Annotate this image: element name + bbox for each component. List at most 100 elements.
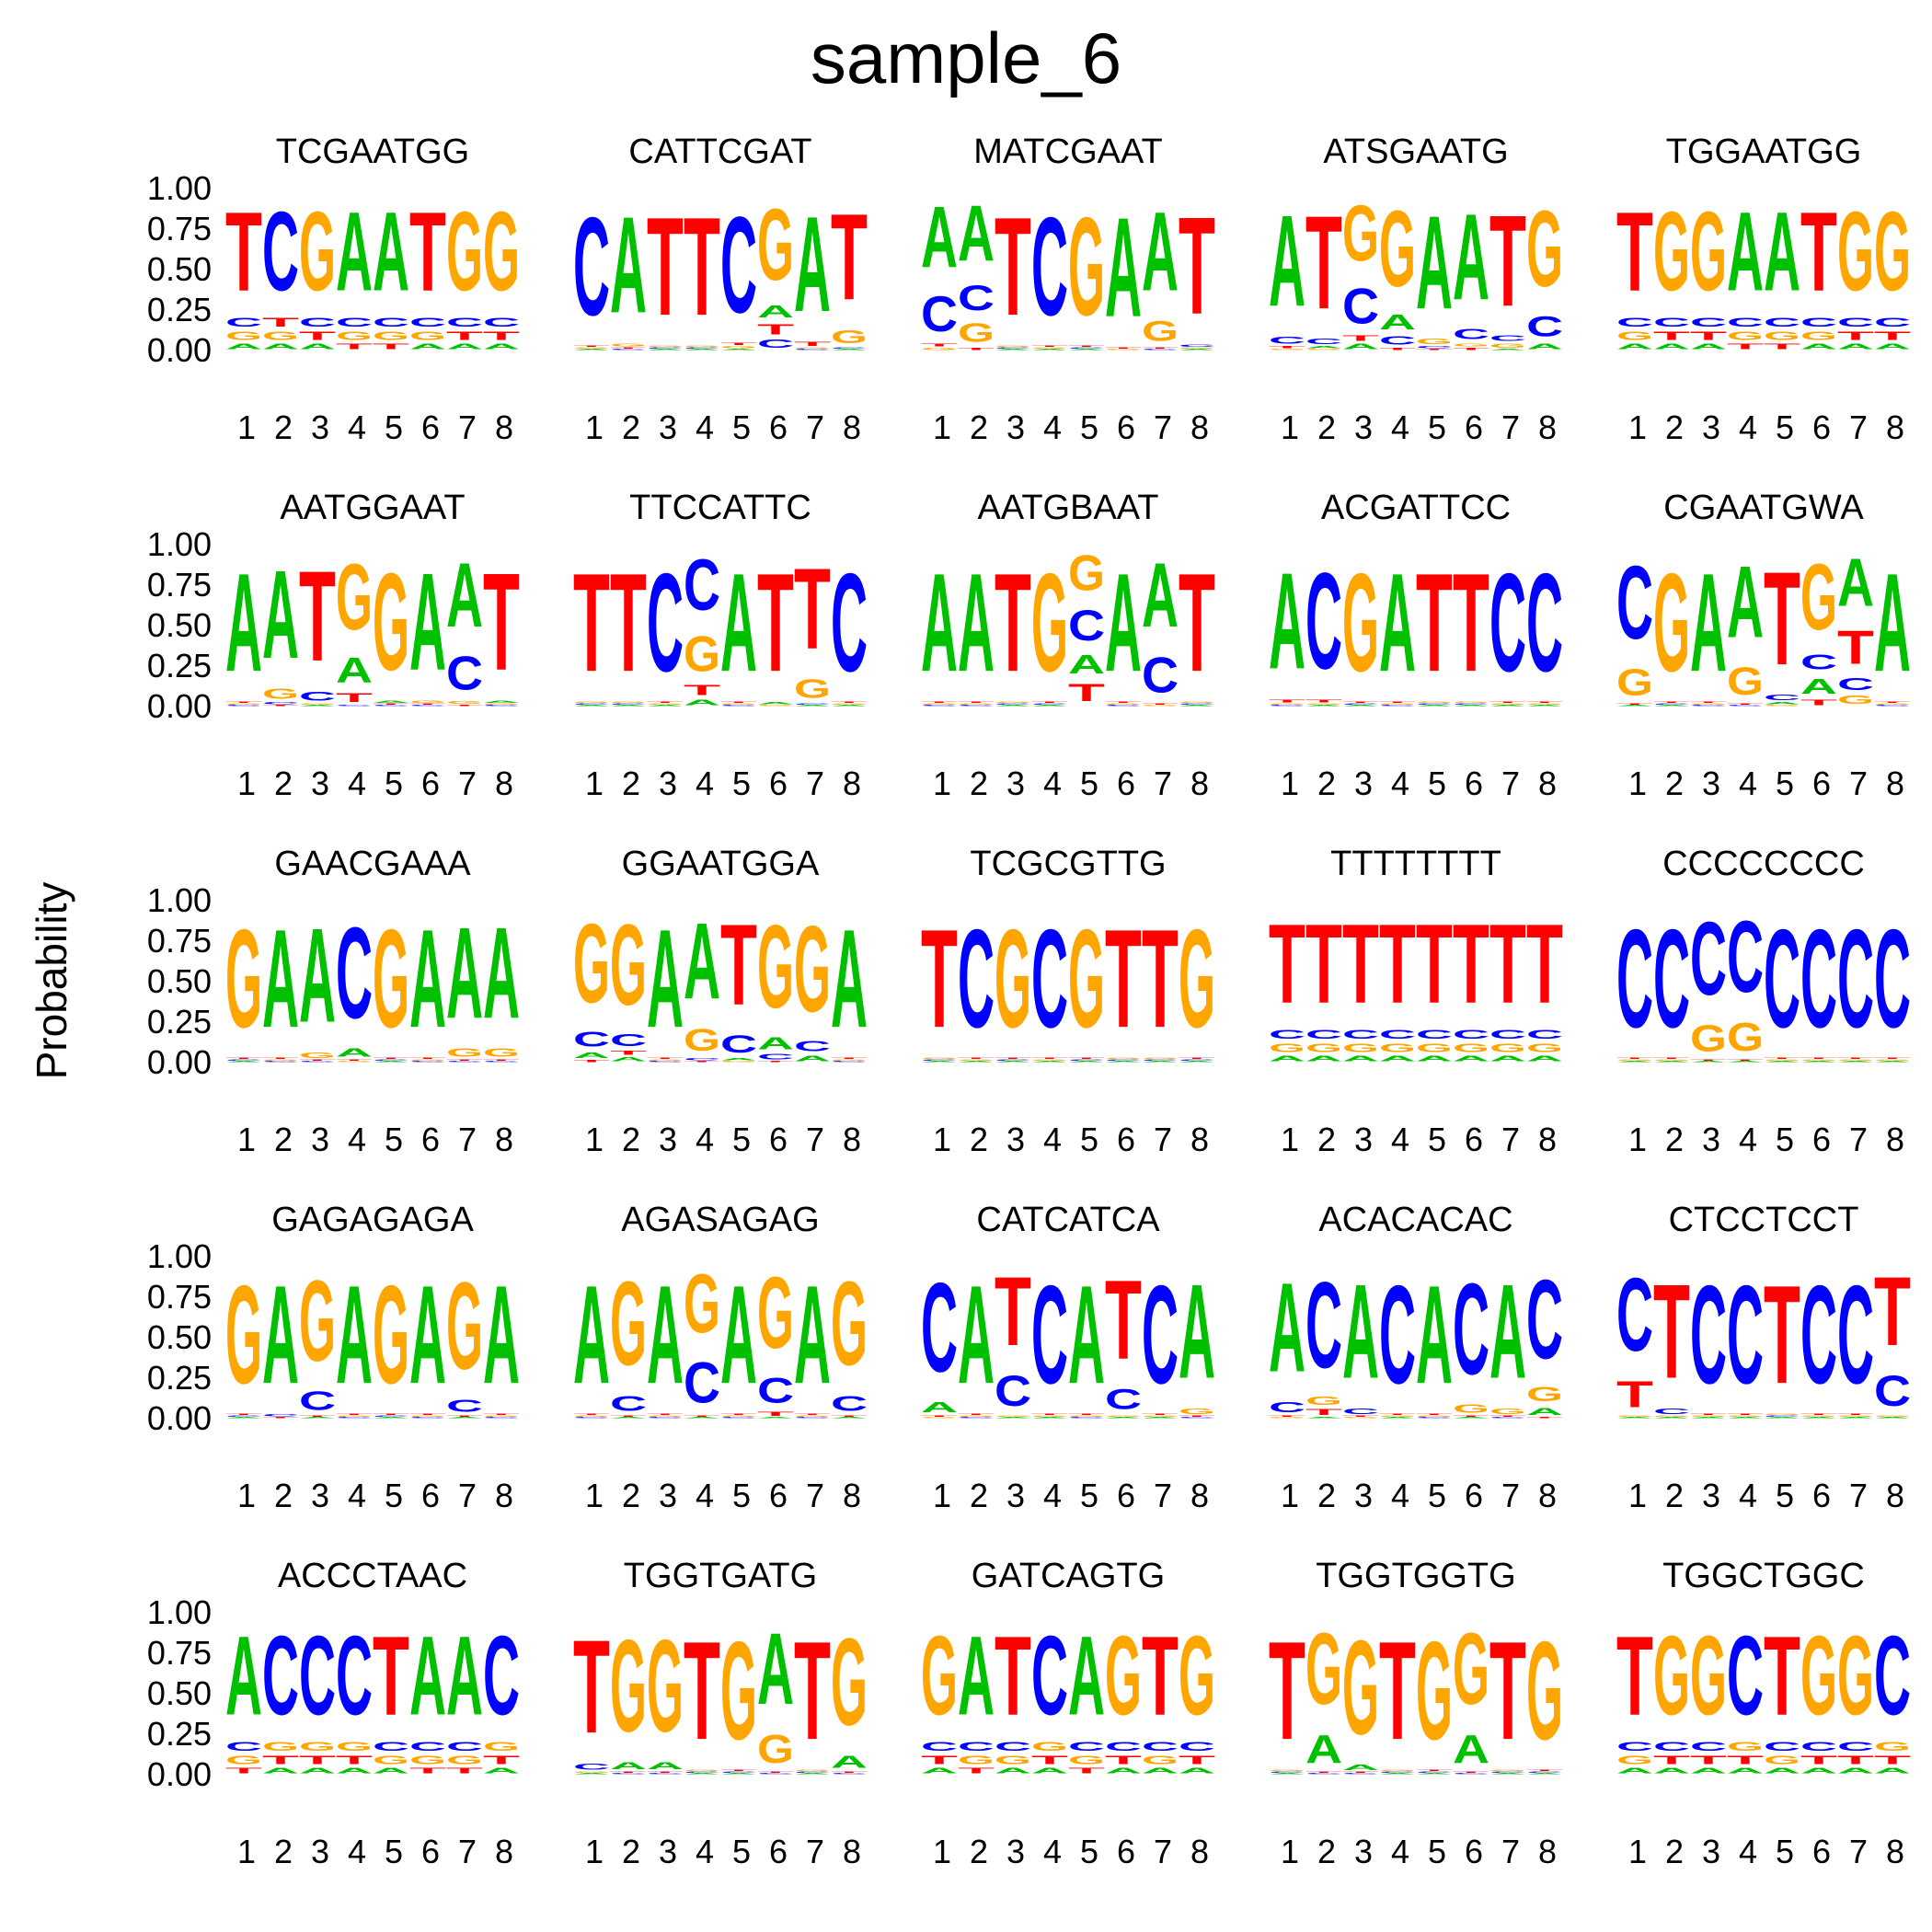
logo-letter-t: T — [1379, 347, 1416, 351]
logo-letter-g: G — [1653, 546, 1690, 702]
logo-letter-a: A — [1305, 705, 1342, 707]
logo-letter-a: A — [1342, 705, 1379, 707]
x-tick-label: 7 — [1501, 1833, 1521, 1870]
x-tick-label: 8 — [1537, 1477, 1558, 1514]
logo-letter-g: G — [1800, 1059, 1837, 1061]
logo-letter-g: G — [336, 1415, 373, 1417]
logo-letter-c: C — [757, 1053, 794, 1062]
logo-letter-c: C — [1837, 674, 1874, 694]
logo-letter-t: T — [1690, 1414, 1727, 1416]
logo-letter-a: A — [1269, 189, 1305, 334]
logo-letter-c: C — [1690, 900, 1727, 1017]
logo-letter-t: T — [831, 190, 868, 327]
logo-letter-t: T — [1416, 1414, 1453, 1416]
logo-letter-c: C — [1031, 901, 1068, 1057]
logo-letter-a: A — [446, 1417, 483, 1419]
logo-letter-t: T — [684, 188, 720, 344]
logo-letter-t: T — [995, 544, 1031, 700]
logo-letter-c: C — [1800, 1739, 1837, 1754]
logo-letter-c: C — [647, 545, 684, 701]
logo-letter-g: G — [610, 1613, 647, 1760]
x-tick-label: 2 — [969, 1121, 989, 1158]
logo-letter-c: C — [921, 705, 958, 707]
logo-letter-c: C — [610, 349, 647, 351]
y-tick-label: 0.50 — [146, 250, 212, 288]
logo-letter-t: T — [225, 702, 262, 704]
y-tick-label: 0.75 — [146, 210, 212, 247]
logo-letter-t: T — [409, 188, 446, 314]
logo-letter-a: A — [1874, 545, 1911, 701]
x-tick-label: 3 — [1701, 1477, 1721, 1514]
logo-letter-t: T — [1068, 346, 1105, 348]
logo-letter-c: C — [1305, 544, 1342, 697]
logo-letter-g: G — [1068, 1754, 1105, 1766]
logo-letter-t: T — [1727, 703, 1764, 705]
panel-title: CATTCGAT — [628, 132, 812, 171]
x-tick-label: 3 — [658, 408, 678, 446]
logo-letter-a: A — [1526, 1054, 1563, 1063]
logo-letter-c: C — [1837, 901, 1874, 1057]
logo-letter-c: C — [573, 1417, 610, 1419]
logo-letter-a: A — [1764, 1417, 1800, 1419]
logo-letter-c: C — [1269, 335, 1305, 346]
logo-letter-t: T — [720, 1414, 757, 1416]
logo-letter-g: G — [720, 703, 757, 705]
logo-letter-a: A — [958, 1257, 995, 1413]
logo-letter-c: C — [1416, 1772, 1453, 1774]
x-tick-label: 8 — [842, 765, 862, 802]
logo-letter-t: T — [610, 544, 647, 700]
logo-letter-c: C — [446, 1396, 483, 1415]
logo-letter-t: T — [336, 1754, 373, 1766]
logo-letter-t: T — [1416, 900, 1453, 1026]
x-tick-label: 1 — [1627, 1833, 1648, 1870]
logo-letter-g: G — [794, 901, 831, 1038]
y-axis-ticks: 0.00 0.25 0.50 0.75 1.00 — [83, 172, 212, 367]
x-tick-label: 7 — [805, 1833, 825, 1870]
logo-letter-g: G — [794, 1415, 831, 1417]
logo-letter-g: G — [1379, 703, 1416, 705]
logo-letter-t: T — [958, 1058, 995, 1060]
logo-letter-c: C — [1305, 1027, 1342, 1041]
logo-letter-g: G — [1142, 1058, 1179, 1060]
x-tick-label: 4 — [347, 1121, 367, 1158]
logo-letter-g: G — [831, 1612, 868, 1752]
logo-letter-a: A — [1489, 1773, 1526, 1775]
logo-letter-t: T — [794, 340, 831, 347]
x-tick-label: 5 — [1775, 1833, 1795, 1870]
logo-letter-t: T — [647, 1771, 684, 1773]
logo-letter-c: C — [262, 702, 299, 706]
logo-letter-g: G — [1727, 1015, 1764, 1060]
x-tick-label: 5 — [1427, 1477, 1447, 1514]
logo-letter-c: C — [1727, 1257, 1764, 1413]
x-tick-label: 4 — [1042, 1121, 1063, 1158]
logo-letter-c: C — [1800, 901, 1837, 1057]
logo-letter-c: C — [336, 705, 373, 707]
logo-letter-c: C — [225, 705, 262, 707]
logo-letter-c: C — [1690, 1739, 1727, 1754]
x-tick-label: 1 — [236, 1833, 257, 1870]
logo-letter-c: C — [573, 1027, 610, 1052]
logo-letter-c: C — [1526, 1772, 1563, 1774]
logo-letter-a: A — [1874, 1766, 1911, 1775]
logo-letter-g: G — [1305, 1613, 1342, 1726]
logo-letter-a: A — [446, 1614, 483, 1740]
logo-letter-t: T — [1031, 702, 1068, 704]
x-tick-label: 4 — [1738, 1833, 1758, 1870]
x-tick-label: 1 — [584, 408, 604, 446]
logo-letter-c: C — [610, 1391, 647, 1416]
panel-title: TCGAATGG — [275, 132, 470, 171]
logo-letter-a: A — [1179, 705, 1215, 707]
logo-letter-g: G — [1305, 1394, 1342, 1407]
x-tick-label: 4 — [1042, 1833, 1063, 1870]
logo-letter-g: G — [610, 902, 647, 1030]
logo-letter-g: G — [1616, 329, 1653, 342]
logo-letter-g: G — [1416, 702, 1453, 704]
logo-letter-g: G — [995, 1415, 1031, 1417]
logo-letter-c: C — [757, 1371, 794, 1410]
logo-letter-c: C — [1305, 1773, 1342, 1775]
logo-letter-g: G — [483, 1739, 520, 1754]
logo-letter-t: T — [446, 705, 483, 707]
x-tick-label: 8 — [494, 1833, 514, 1870]
